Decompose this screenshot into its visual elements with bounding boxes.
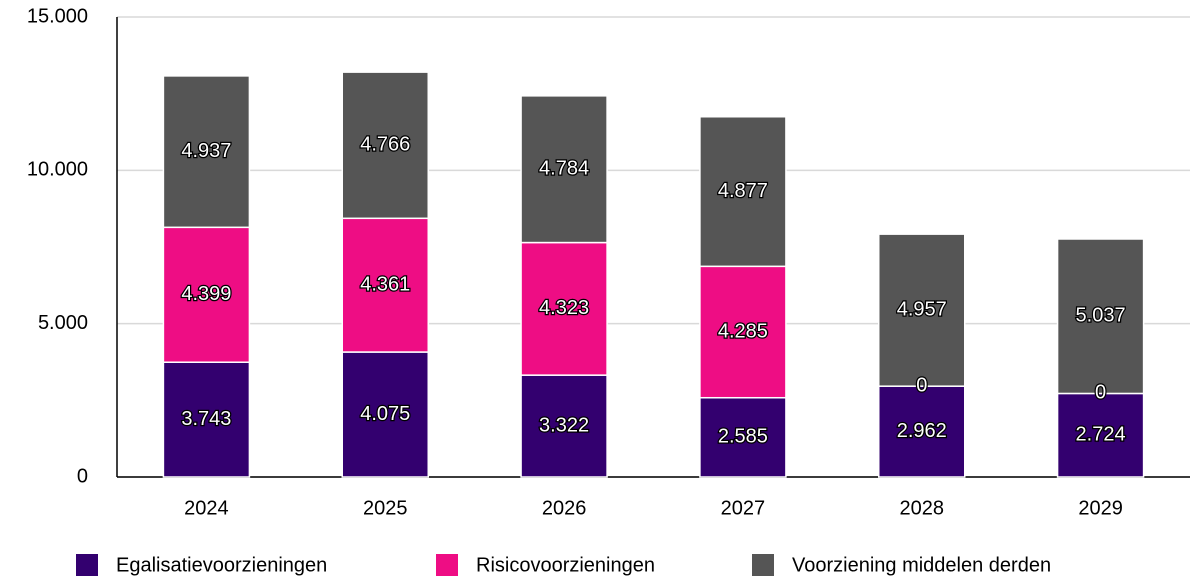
bar-segment [699, 265, 787, 399]
legend-swatch [76, 554, 98, 576]
value-label: 4.937 [181, 140, 231, 162]
bar-segment [162, 361, 251, 478]
bar-segment [878, 385, 966, 478]
value-label: 4.285 [718, 320, 768, 342]
y-tick-label: 5.000 [38, 312, 88, 334]
bar-segment [520, 95, 608, 244]
value-label: 0 [916, 374, 927, 396]
legend-label: Risicovoorzieningen [476, 554, 655, 576]
value-label: 4.877 [718, 180, 768, 202]
bar-segment [520, 374, 608, 478]
bar-segment [341, 71, 429, 220]
legend-swatch [752, 554, 774, 576]
legend-swatch [436, 554, 458, 576]
x-tick-label: 2026 [542, 497, 587, 519]
value-label: 2.585 [718, 426, 768, 448]
bar-segment [699, 116, 787, 268]
bar-segment [162, 226, 251, 363]
x-tick-label: 2028 [900, 497, 945, 519]
value-label: 3.743 [181, 408, 231, 430]
value-label: 4.399 [181, 283, 231, 305]
x-tick-label: 2024 [184, 497, 229, 519]
bar-segment [699, 396, 787, 478]
x-tick-label: 2029 [1078, 497, 1123, 519]
x-tick-label: 2025 [363, 497, 408, 519]
legend-label: Egalisatievoorzieningen [116, 554, 327, 576]
bar-segment [162, 75, 251, 229]
bar-segment [341, 217, 429, 353]
value-label: 0 [1095, 382, 1106, 404]
value-label: 4.784 [539, 157, 589, 179]
value-label: 5.037 [1076, 305, 1126, 327]
value-label: 4.323 [539, 297, 589, 319]
bar-segment [878, 233, 966, 387]
y-tick-label: 0 [77, 465, 88, 487]
value-label: 4.075 [360, 403, 410, 425]
bar-segment [520, 241, 608, 376]
bar-segment [1056, 392, 1145, 478]
value-label: 2.962 [897, 420, 947, 442]
y-tick-label: 10.000 [27, 159, 88, 181]
value-label: 3.322 [539, 414, 589, 436]
y-tick-label: 15.000 [27, 5, 88, 27]
value-label: 4.361 [360, 273, 410, 295]
value-label: 2.724 [1076, 424, 1126, 446]
bar-segment [1056, 238, 1145, 395]
x-tick-label: 2027 [721, 497, 766, 519]
value-label: 4.957 [897, 298, 947, 320]
value-label: 4.766 [360, 133, 410, 155]
legend-label: Voorziening middelen derden [792, 554, 1051, 576]
